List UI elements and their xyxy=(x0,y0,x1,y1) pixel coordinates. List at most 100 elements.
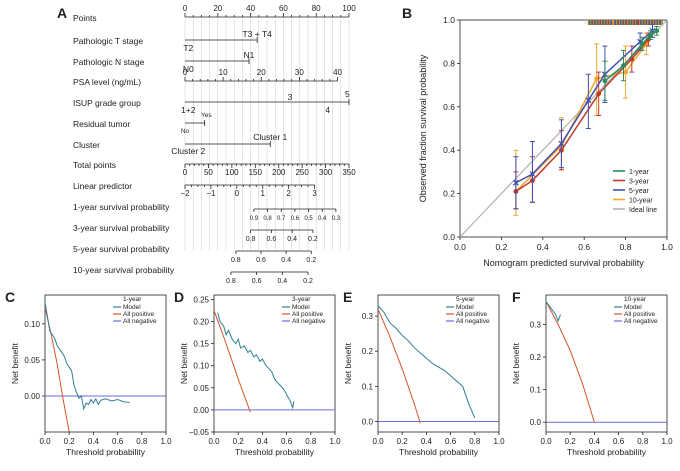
nomogram-row-label: ISUP grade group xyxy=(73,98,141,108)
y-tick-label: −0.05 xyxy=(189,428,210,437)
legend-label: 3-year xyxy=(629,179,650,186)
x-axis-label: Nomogram predicted survival probability xyxy=(483,258,644,268)
nomogram-tick-label: 0 xyxy=(235,189,240,198)
nomogram-row-label: 3-year survival probability xyxy=(73,223,170,233)
nomogram-tick-label: 0 xyxy=(183,68,188,77)
legend-label: 1-year xyxy=(629,169,650,176)
nomogram-row-label: Residual tumor xyxy=(73,119,130,129)
y-tick-label: 0.10 xyxy=(24,320,40,329)
y-tick-label: 0.3 xyxy=(530,320,542,329)
x-axis-label: Threshold probability xyxy=(235,447,315,457)
x-tick-label: 0.0 xyxy=(208,437,220,446)
y-axis-label: Net benefit xyxy=(511,342,521,384)
x-tick-label: 0.6 xyxy=(281,437,293,446)
calibration-point xyxy=(648,32,653,38)
nomogram-tick-label: 0.8 xyxy=(246,236,256,243)
nomogram-tick-label: 60 xyxy=(279,4,288,13)
nomogram-row-label: Pathologic T stage xyxy=(73,36,143,46)
model-curve xyxy=(44,302,130,411)
y-tick-label: 0.8 xyxy=(443,58,455,68)
legend-label: All positive xyxy=(123,311,154,318)
panel-letter: C xyxy=(5,289,15,305)
nomogram-tick-label: 2 xyxy=(286,189,291,198)
x-tick-label: 0.2 xyxy=(233,437,245,446)
x-axis-label: Threshold probability xyxy=(567,447,647,457)
legend-label: All negative xyxy=(123,318,157,325)
plot-frame xyxy=(377,294,500,433)
legend-label: Model xyxy=(292,304,310,311)
legend-label: Model xyxy=(123,304,141,311)
calibration-point xyxy=(558,140,565,147)
x-tick-label: 0.8 xyxy=(305,437,317,446)
legend-label: 5-year xyxy=(629,188,650,195)
nomogram-tick-label: 0.6 xyxy=(291,216,300,222)
all-positive-curve xyxy=(213,310,251,413)
nomogram-tick-label: 40 xyxy=(333,68,342,77)
x-tick-label: 0.6 xyxy=(112,437,124,446)
nomogram-tick-label: 40 xyxy=(246,4,255,13)
dca-panel-3-year: D 0.0 0.2 0.4 0.6 0.8 1.0 −0.05 0.00 0.05 0.10 0.15… xyxy=(174,289,341,457)
nomogram-category-label: Cluster 2 xyxy=(171,146,205,156)
y-tick-label: 0.0 xyxy=(362,417,374,426)
nomogram-tick-label: 300 xyxy=(319,168,333,177)
x-tick-label: 0.8 xyxy=(620,242,632,252)
model-curve xyxy=(377,305,476,419)
y-tick-label: 0.2 xyxy=(443,189,455,199)
dca-panel-5-year: E 0.0 0.2 0.4 0.6 0.8 1.0 0.0 0.1 0.2 0.3 Threshold… xyxy=(343,289,505,457)
y-tick-label: 0.0 xyxy=(443,232,455,242)
y-tick-label: 0.1 xyxy=(530,386,542,395)
plot-frame xyxy=(459,19,668,238)
nomogram-row-label: Linear predictor xyxy=(73,181,132,191)
calibration-point xyxy=(585,97,592,104)
x-tick-label: 0.4 xyxy=(257,437,269,446)
nomogram-row-label: Cluster xyxy=(73,140,100,150)
nomogram-row-label: Total points xyxy=(73,160,116,170)
nomogram-tick-label: 1 xyxy=(261,189,266,198)
calibration-point xyxy=(529,171,536,178)
x-axis-label: Threshold probability xyxy=(399,447,479,457)
calibration-panel: B 0.0 0.2 0.4 0.6 0.8 1.0 0.0 0.2 0.4 0.6 0.8 1.0 Nom… xyxy=(402,5,673,268)
nomogram-category-label: 5 xyxy=(345,89,350,99)
y-tick-label: 0.05 xyxy=(24,356,40,365)
legend-label: All positive xyxy=(292,311,323,318)
nomogram-tick-label: 150 xyxy=(249,168,263,177)
panel-letter: F xyxy=(512,289,521,305)
x-axis-label: Threshold probability xyxy=(66,447,146,457)
x-tick-label: 0.8 xyxy=(637,437,649,446)
nomogram-tick-label: 0.4 xyxy=(281,257,291,264)
nomogram-category-label: N1 xyxy=(244,50,255,60)
calibration-point xyxy=(596,91,602,97)
calibration-point xyxy=(639,41,645,47)
y-tick-label: 1.0 xyxy=(443,15,455,25)
nomogram-tick-label: 0.8 xyxy=(231,257,241,264)
nomogram-row-label: PSA level (ng/mL) xyxy=(73,77,141,87)
y-axis-label: Net benefit xyxy=(179,342,189,384)
x-tick-label: 0.2 xyxy=(397,437,409,446)
calibration-point xyxy=(621,63,626,68)
panel-letter-a: A xyxy=(57,5,67,21)
x-tick-label: 0.6 xyxy=(613,437,625,446)
nomogram-tick-label: 200 xyxy=(272,168,286,177)
legend-label: All positive xyxy=(624,311,655,318)
x-tick-label: 0.6 xyxy=(445,437,457,446)
nomogram-row-label: Points xyxy=(73,13,97,23)
nomogram-tick-label: 0 xyxy=(183,168,188,177)
nomogram-tick-label: 250 xyxy=(295,168,309,177)
nomogram-category-label: 4 xyxy=(325,105,330,115)
legend-title: 3-year xyxy=(292,296,311,303)
nomogram-category-label: Cluster 1 xyxy=(253,132,287,142)
y-tick-label: 0.20 xyxy=(193,318,209,327)
y-tick-label: 0.15 xyxy=(193,340,209,349)
x-tick-label: 0.8 xyxy=(469,437,481,446)
x-tick-label: 1.0 xyxy=(160,437,172,446)
nomogram-category-label: N0 xyxy=(183,64,194,74)
calibration-point xyxy=(602,78,608,84)
x-tick-label: 0.4 xyxy=(537,242,549,252)
calibration-line xyxy=(515,39,649,193)
legend-label: Ideal line xyxy=(629,207,657,214)
all-positive-curve xyxy=(545,301,595,423)
nomogram-tick-label: 0.6 xyxy=(252,278,262,285)
y-tick-label: 0.00 xyxy=(193,406,209,415)
nomogram-row-label: Pathologic N stage xyxy=(73,57,145,67)
